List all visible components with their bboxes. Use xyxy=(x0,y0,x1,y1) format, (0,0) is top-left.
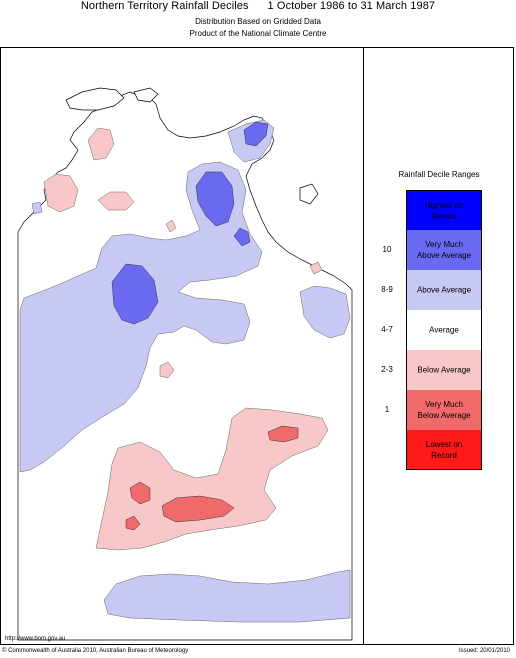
below-average-islet-c xyxy=(165,219,177,233)
above-average-islet xyxy=(31,201,43,215)
above-average-east xyxy=(299,285,351,339)
legend-swatch-label: Average xyxy=(429,325,459,335)
very-much-above-north xyxy=(243,121,269,147)
legend-swatch-label: Very Much Above Average xyxy=(416,240,472,260)
below-average-northwest xyxy=(87,127,115,161)
map-subtitle: Distribution Based on Gridded Data xyxy=(195,17,321,26)
footer-url[interactable]: http://www.bom.gov.au xyxy=(5,636,66,642)
legend-range-label: 8-9 xyxy=(381,285,393,294)
groote-eylandt xyxy=(299,183,319,205)
very-much-above-west xyxy=(111,263,159,325)
above-average-south xyxy=(103,569,351,623)
legend-swatch-label: Lowest on Record xyxy=(425,439,463,460)
legend-swatch: Very Much Below Average xyxy=(406,390,482,430)
below-average-islet-a xyxy=(159,361,175,379)
footer-issued: Issued: 20/01/2010 xyxy=(458,648,510,654)
below-average-west xyxy=(43,173,79,213)
legend-swatch: Highest on Record xyxy=(406,190,482,230)
legend-swatch: Average xyxy=(406,310,482,350)
legend-swatch-label: Very Much Below Average xyxy=(417,400,471,420)
very-much-below-central xyxy=(161,495,235,523)
legend-range-label: 1 xyxy=(384,405,390,414)
map-frame xyxy=(0,47,514,645)
rainfall-map xyxy=(17,87,353,641)
map-producer: Product of the National Climate Centre xyxy=(189,29,327,38)
legend-swatch-label: Highest on Record xyxy=(424,200,464,221)
below-average-south xyxy=(95,407,329,551)
very-much-below-small xyxy=(125,515,141,531)
legend-range-label: 10 xyxy=(382,245,392,254)
legend-swatch-label: Below Average xyxy=(417,365,471,375)
very-much-below-west xyxy=(129,481,151,505)
legend-swatch: Above Average xyxy=(406,270,482,310)
legend-title: Rainfall Decile Ranges xyxy=(398,170,480,179)
legend-divider xyxy=(363,47,364,645)
legend-swatch: Lowest on Record xyxy=(406,430,482,470)
legend-swatch: Very Much Above Average xyxy=(406,230,482,270)
legend-range-label: 4-7 xyxy=(381,325,393,334)
very-much-below-east xyxy=(267,425,299,443)
below-average-islet-b xyxy=(309,261,323,275)
coastal-islet xyxy=(133,87,159,103)
footer-copyright: © Commonwealth of Australia 2010, Austra… xyxy=(2,648,189,654)
legend-range-label: 2-3 xyxy=(381,365,393,374)
very-much-above-small xyxy=(233,227,251,247)
below-average-coast xyxy=(97,191,135,211)
legend-swatch-label: Above Average xyxy=(416,285,472,295)
map-title: Northern Territory Rainfall Deciles 1 Oc… xyxy=(80,0,436,12)
melville-island xyxy=(65,87,125,111)
very-much-above-central xyxy=(195,171,235,227)
legend-swatch: Below Average xyxy=(406,350,482,390)
